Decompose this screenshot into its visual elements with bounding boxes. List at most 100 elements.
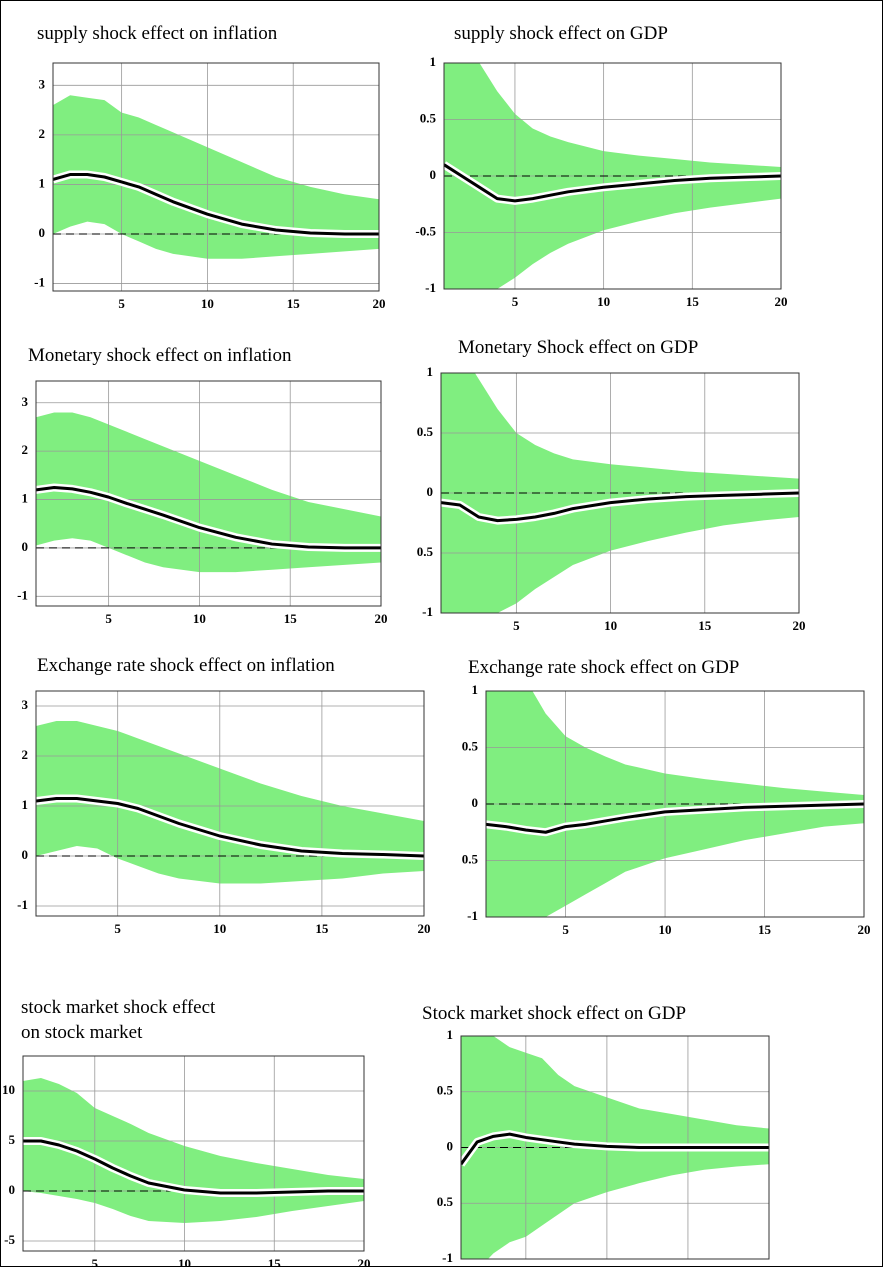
plot-frame: [460, 1035, 770, 1260]
y-tick-label: 0: [9, 1182, 16, 1197]
y-tick-label: -1: [422, 604, 433, 619]
y-tick-label: 0: [22, 847, 29, 862]
x-tick-label: 20: [763, 1264, 776, 1266]
x-tick-label: 10: [597, 294, 610, 309]
x-tick-label: 15: [686, 294, 700, 309]
x-tick-label: 5: [512, 294, 519, 309]
y-tick-label: 0: [430, 167, 437, 182]
x-tick-label: 20: [375, 611, 388, 626]
y-tick-label: 0.5: [417, 544, 434, 559]
x-tick-label: 10: [178, 1256, 191, 1266]
confidence-band: [36, 721, 424, 884]
x-tick-label: 10: [604, 618, 617, 633]
y-tick-label: 0.5: [462, 851, 479, 866]
y-tick-label: 1: [22, 491, 29, 506]
x-tick-label: 5: [562, 922, 569, 937]
x-tick-label: 20: [793, 618, 806, 633]
plot-area: [461, 1036, 769, 1259]
chart-title: Monetary shock effect on inflation: [28, 345, 292, 366]
x-tick-label: 10: [201, 296, 214, 311]
response-line: [36, 797, 424, 858]
plot-area: [36, 381, 381, 606]
plot-frame: [35, 380, 382, 607]
panel: 5 10 15 20 -5 0 5 10: [2, 1055, 371, 1266]
chart-title: Stock market shock effect on GDP: [422, 1003, 687, 1024]
x-tick-label: 20: [373, 296, 386, 311]
chart-title: stock market shock effect on stock marke…: [21, 997, 216, 1043]
confidence-band: [36, 412, 381, 573]
panel: 5 10 15 20 -1 0 1 2 3: [17, 380, 388, 626]
x-tick-label: 20: [775, 294, 788, 309]
plot-area: [53, 63, 379, 291]
y-tick-label: 0.5: [437, 1083, 454, 1098]
x-tick-label: 5: [92, 1256, 99, 1266]
y-tick-label: 0.5: [437, 1194, 454, 1209]
x-tick-label: 20: [858, 922, 871, 937]
x-tick-label: 10: [659, 922, 672, 937]
response-line: [486, 802, 864, 834]
x-tick-label: 5: [118, 296, 125, 311]
plot-frame: [22, 1055, 365, 1252]
y-tick-label: 1: [22, 797, 29, 812]
panel: 5 10 15 20 -1 0.5 0 0.5 1: [462, 682, 871, 937]
x-tick-label: 15: [284, 611, 298, 626]
response-line: [36, 485, 381, 550]
x-tick-label: 5: [513, 618, 520, 633]
y-tick-label: -1: [442, 1250, 453, 1265]
plot-area: [444, 63, 781, 289]
panel: 5 10 15 20 -1 0.5 0 0.5 1: [417, 364, 806, 633]
y-tick-label: 0: [427, 484, 434, 499]
x-tick-label: 15: [268, 1256, 282, 1266]
y-tick-label: 0: [472, 795, 479, 810]
y-tick-label: 1: [472, 682, 479, 697]
y-tick-label: 2: [22, 747, 29, 762]
panel: 5 10 15 20 -1 0 1 2 3: [17, 690, 431, 936]
y-tick-label: -1: [17, 587, 28, 602]
y-tick-label: -1: [34, 275, 45, 290]
y-tick-label: -0.5: [415, 223, 436, 238]
y-tick-label: 5: [9, 1132, 16, 1147]
y-tick-label: 0: [39, 225, 46, 240]
x-tick-label: 15: [758, 922, 772, 937]
y-tick-label: 3: [22, 697, 29, 712]
confidence-band: [23, 1078, 364, 1223]
panel: 5 10 15 20 -1 -0.5 0 0.5 1: [415, 54, 788, 309]
chart-title: supply shock effect on GDP: [454, 23, 668, 44]
x-tick-label: 20: [418, 921, 431, 936]
y-tick-label: -1: [467, 908, 478, 923]
y-tick-label: 0.5: [462, 738, 479, 753]
x-tick-label: 15: [287, 296, 301, 311]
x-tick-label: 15: [315, 921, 329, 936]
response-line: [461, 1132, 769, 1166]
x-tick-label: 15: [698, 618, 712, 633]
y-tick-label: 0: [447, 1138, 454, 1153]
x-tick-label: 5: [105, 611, 112, 626]
x-tick-label: 20: [358, 1256, 371, 1266]
x-tick-label: 10: [213, 921, 226, 936]
panel: 5 10 15 20 -1 0.5 0 0.5 1: [437, 1027, 776, 1266]
y-tick-label: 3: [22, 394, 29, 409]
chart-title: Monetary Shock effect on GDP: [458, 337, 699, 358]
x-tick-label: 5: [114, 921, 121, 936]
y-tick-label: 0.5: [420, 110, 437, 125]
chart-title: Exchange rate shock effect on GDP: [468, 657, 740, 678]
y-tick-label: 1: [430, 54, 437, 69]
x-tick-label: 10: [600, 1264, 613, 1266]
x-tick-label: 15: [681, 1264, 695, 1266]
y-tick-label: 0.5: [417, 424, 434, 439]
y-tick-label: 10: [2, 1082, 15, 1097]
response-line: [23, 1139, 364, 1195]
response-line: [441, 491, 799, 523]
plot-frame: [443, 62, 782, 290]
response-line: [444, 163, 781, 203]
y-tick-label: -1: [425, 280, 436, 295]
y-tick-label: 1: [39, 175, 46, 190]
y-tick-label: 3: [39, 76, 46, 91]
x-tick-label: 5: [523, 1264, 530, 1266]
plot-frame: [440, 372, 800, 614]
plot-frame: [52, 62, 380, 292]
y-tick-label: 2: [22, 442, 29, 457]
y-tick-label: 2: [39, 126, 46, 141]
y-tick-label: 1: [427, 364, 434, 379]
